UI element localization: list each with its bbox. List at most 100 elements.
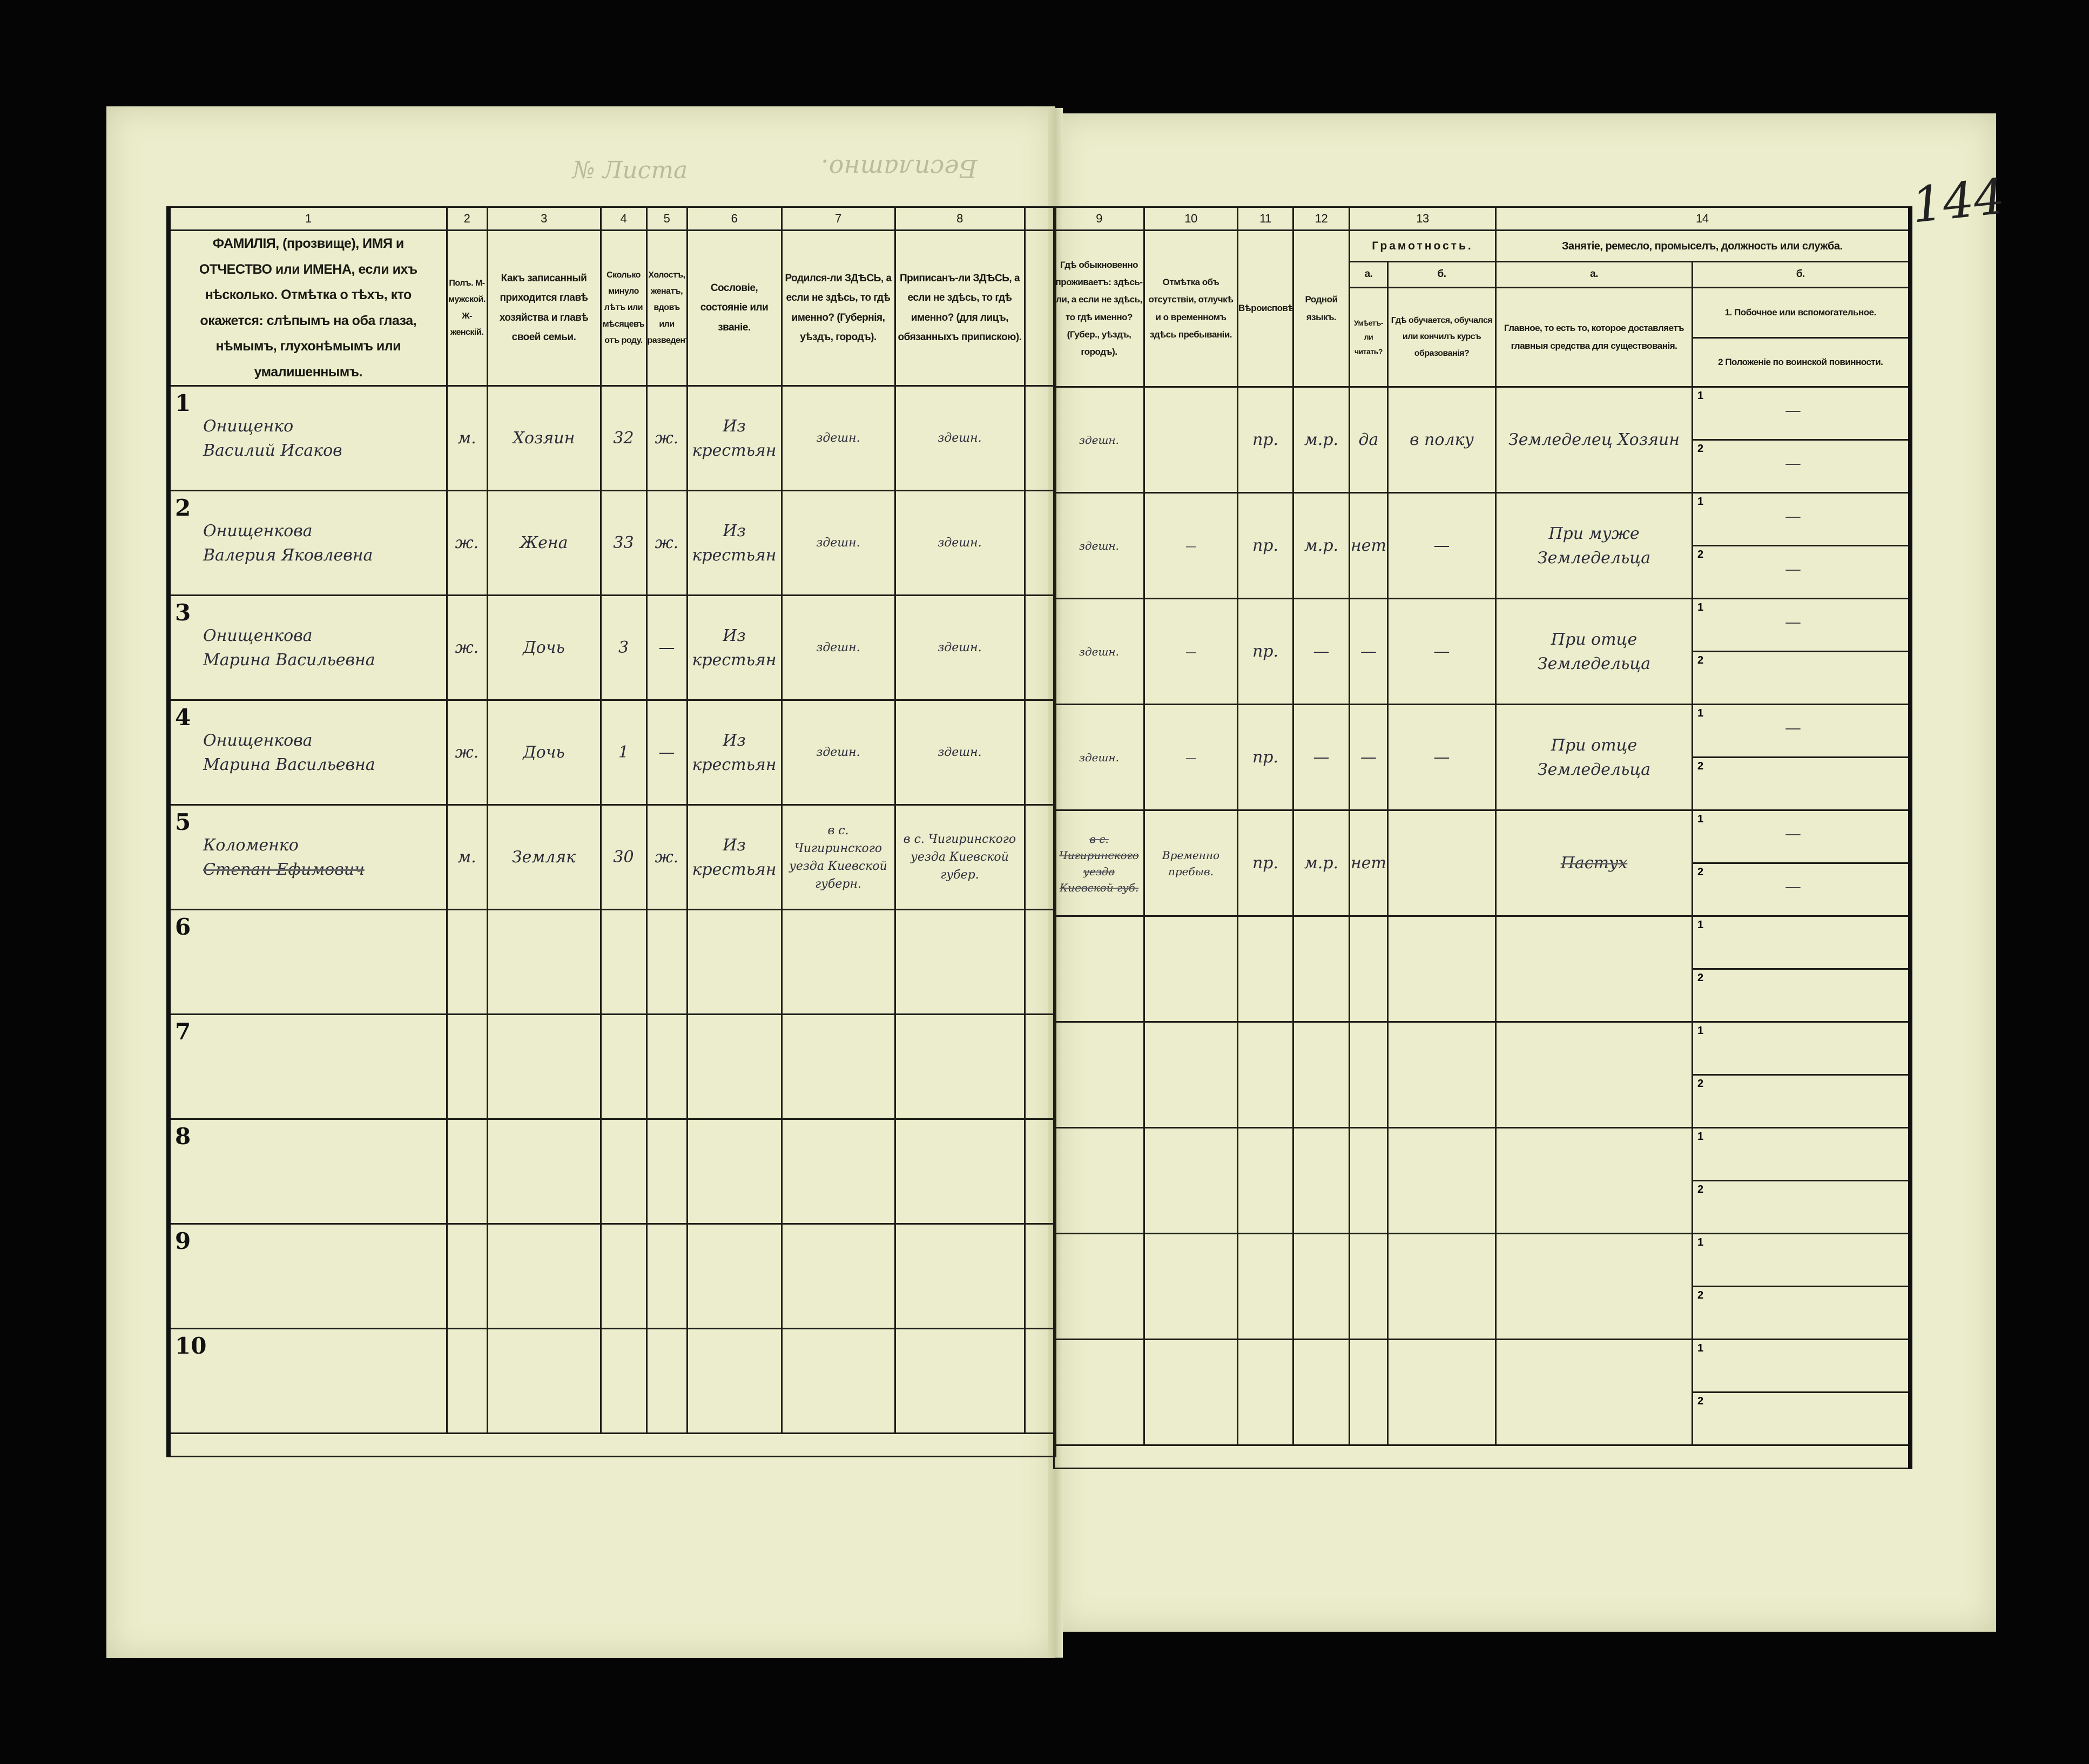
absence-cell [1143,1233,1238,1340]
census-row-left: 1 Онищенко Василий Исаков м. Хозяин 32 ж. Из кр… [167,385,1056,491]
absence: — [1185,645,1196,658]
given-name: Степан Ефимович [203,860,365,879]
occupation-cell [1495,1021,1694,1128]
given-name: Василий Исаков [203,441,342,460]
registered-cell [894,1013,1026,1120]
residence-cell [1053,1339,1145,1446]
language-cell: м.р. [1292,492,1350,599]
absence-cell: — [1143,598,1238,705]
religion-cell [1237,915,1294,1023]
subrow-value: — [1785,401,1802,420]
relation: Земляк [511,848,576,867]
name-cell: 1 Онищенко Василий Исаков [167,385,448,491]
occupation-cell [1495,1339,1694,1446]
occupation: Пастух [1560,854,1628,873]
literate: да [1358,430,1379,449]
sex-cell [446,1328,488,1434]
religion-cell: пр. [1237,809,1294,917]
relation-cell [486,1118,602,1225]
subrow-number: 2 [1697,443,1704,455]
education-cell [1386,915,1497,1023]
marital: ж. [655,848,679,867]
subrow-number: 1 [1697,390,1704,402]
literate-cell [1349,1233,1389,1340]
blank-cell [1023,594,1056,701]
relation: Жена [520,533,568,552]
residence-cell [1053,1127,1145,1234]
sex-cell: м. [446,804,488,910]
estate-cell [686,1118,783,1225]
secondary-occupation-cell: 1—2 [1692,598,1911,705]
relation: Дочь [523,638,565,657]
absence-cell [1143,1339,1238,1446]
header-language: Родной языкъ. [1292,229,1350,388]
header-14b: 1. Побочное или вспомогательное. 2 Полож… [1692,287,1911,388]
residence-cell: здешн. [1053,704,1145,811]
surname: Онищенко [203,416,294,436]
religion: пр. [1252,748,1279,767]
sex-cell [446,1223,488,1329]
subrow-number: 1 [1697,919,1704,931]
bottom-strip [167,1432,1056,1457]
residence: здешн. [1079,539,1119,552]
occupation-cell [1495,1127,1694,1234]
relation-cell: Земляк [486,804,602,910]
occupation: Земледелец Хозяин [1508,430,1680,449]
header-13a-letter: а. [1349,261,1389,288]
marital: — [658,638,675,657]
subrow-number: 2 [1697,1395,1704,1407]
language-cell: м.р. [1292,809,1350,917]
sex: ж. [455,533,479,552]
subrow-2: 2 [1694,1287,1908,1338]
literate: нет [1351,854,1386,873]
registered-cell [894,1223,1026,1329]
religion-cell [1237,1233,1294,1340]
marital-cell [645,1328,688,1434]
age: 32 [613,429,634,448]
relation-cell [486,1013,602,1120]
surname: Коломенко [203,835,299,855]
header-literacy: Грамотность. [1348,229,1497,262]
age-cell [599,1118,648,1225]
surname: Онищенкова [203,731,313,750]
col-number: 8 [894,206,1026,231]
born: здешн. [816,746,860,759]
row-number: 7 [175,1018,191,1045]
age-cell: 3 [599,594,648,701]
estate-cell: Из крестьян [686,594,783,701]
subrow-2: 2— [1694,546,1908,597]
estate-cell: Из крестьян [686,699,783,806]
secondary-occupation-cell: 1—2— [1692,386,1911,494]
estate-cell [686,1223,783,1329]
estate: Из крестьян [692,731,777,774]
census-row-right: здешн. пр. м.р. да в полку Земледелец Хозяин 1… [1053,386,1911,494]
language-cell: м.р. [1292,386,1350,494]
subrow-value: — [1785,560,1802,579]
sex-cell [446,909,488,1015]
subrow-value: — [1785,824,1802,843]
subrow-2: 2 [1694,1393,1908,1444]
religion-cell [1237,1127,1294,1234]
subrow-1: 1— [1694,495,1908,546]
sex-cell: м. [446,385,488,491]
estate: Из крестьян [692,835,777,879]
census-table-left: 1 2 3 4 5 6 7 8 ФАМИЛІЯ, (прозвище), ИМЯ… [166,206,1056,1457]
census-row-left: 3 Онищенкова Марина Васильевна ж. Дочь 3 — Из к… [167,594,1056,701]
sex-cell [446,1118,488,1225]
subrow-number: 1 [1697,1236,1704,1248]
registered-cell: здешн. [894,385,1026,491]
age: 33 [613,533,634,552]
blank-cell [1023,385,1056,491]
born-cell [780,909,896,1015]
table-bottom-left [167,1432,1056,1457]
religion: пр. [1252,430,1279,449]
blank-cell [1023,1118,1056,1225]
row-number: 2 [175,495,191,521]
estate-cell [686,1328,783,1434]
literate-cell: нет [1349,492,1389,599]
